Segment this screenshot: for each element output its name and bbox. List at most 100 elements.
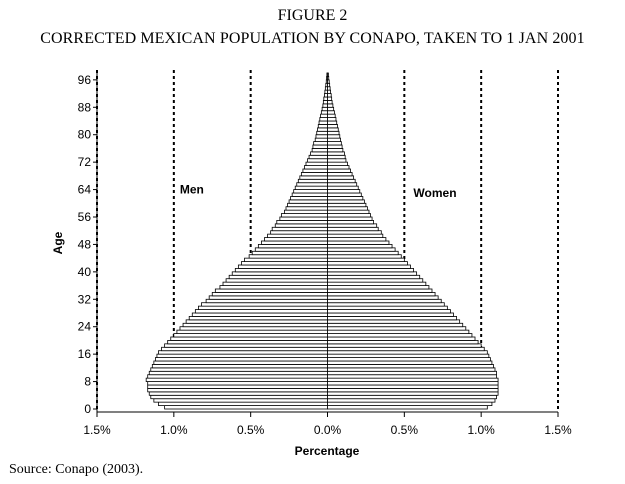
y-tick-label: 24 xyxy=(78,320,92,334)
bar-women xyxy=(327,230,382,235)
bar-women xyxy=(327,175,355,180)
bar-men xyxy=(198,305,328,310)
x-tick-label: 0.5% xyxy=(391,423,419,437)
bar-women xyxy=(327,86,331,91)
bar-men xyxy=(161,346,328,352)
bar-men xyxy=(318,120,328,125)
x-tick-label: 0.0% xyxy=(314,423,342,437)
bar-women xyxy=(327,333,473,338)
bar-women xyxy=(327,360,493,365)
bar-men xyxy=(322,100,328,105)
bar-men xyxy=(158,350,328,355)
bar-men xyxy=(264,237,328,242)
bar-women xyxy=(327,336,476,341)
bar-women xyxy=(327,96,333,101)
bar-women xyxy=(327,322,464,328)
bar-women xyxy=(327,326,467,331)
bar-women xyxy=(327,261,408,266)
bar-men xyxy=(320,113,328,118)
y-tick-labels: 0 8 16 24 32 40 48 56 64 72 80 88 96 xyxy=(78,73,97,416)
bar-men xyxy=(323,96,328,101)
bar-women xyxy=(327,298,442,304)
bar-women xyxy=(327,288,433,293)
bar-men xyxy=(231,271,328,276)
bar-women xyxy=(327,213,371,218)
bar-women xyxy=(327,93,332,98)
bar-men xyxy=(320,110,328,115)
bar-men xyxy=(148,391,328,396)
bar-men xyxy=(158,401,328,406)
bar-women xyxy=(327,312,454,317)
bar-women xyxy=(327,302,445,307)
x-tick-label: 1.0% xyxy=(160,423,188,437)
bar-men xyxy=(294,185,328,190)
bar-men xyxy=(179,326,328,331)
bar-men xyxy=(290,196,328,201)
bar-women xyxy=(327,285,430,290)
bar-women xyxy=(327,165,350,170)
bar-men xyxy=(164,405,328,410)
bar-men xyxy=(296,182,328,187)
bar-women xyxy=(327,271,418,276)
figure-number: FIGURE 2 xyxy=(277,7,348,24)
figure-title: CORRECTED MEXICAN POPULATION BY CONAPO, … xyxy=(40,30,585,47)
bar-men xyxy=(211,292,328,297)
y-tick-label: 88 xyxy=(78,100,92,114)
bar-men xyxy=(300,172,328,177)
bar-women xyxy=(327,278,424,283)
bar-men xyxy=(279,216,328,221)
bar-women xyxy=(327,346,485,352)
bar-women xyxy=(327,398,496,403)
bars xyxy=(145,72,499,410)
bar-men xyxy=(244,257,328,262)
bar-women xyxy=(327,189,361,194)
bar-women xyxy=(327,254,402,259)
bar-women xyxy=(327,316,457,321)
bar-women xyxy=(327,130,340,136)
bar-men xyxy=(145,377,328,382)
annotations: Men Women xyxy=(180,183,457,200)
bar-women xyxy=(327,329,470,334)
bar-men xyxy=(310,151,328,156)
bar-women xyxy=(327,106,335,112)
bar-men xyxy=(254,247,328,252)
bar-men xyxy=(147,381,328,386)
bar-men xyxy=(299,175,328,180)
bar-women xyxy=(327,384,499,389)
bar-women xyxy=(327,192,362,197)
bar-women xyxy=(327,158,347,163)
bar-women xyxy=(327,82,331,88)
bar-men xyxy=(228,274,328,280)
bar-men xyxy=(324,93,328,98)
bar-women xyxy=(327,76,330,81)
bar-men xyxy=(312,144,328,149)
bar-women xyxy=(327,172,353,177)
bar-men xyxy=(305,161,328,166)
bar-men xyxy=(302,168,328,173)
bar-women xyxy=(327,391,499,396)
bar-women xyxy=(327,103,334,108)
bar-men xyxy=(297,178,328,184)
bar-men xyxy=(267,233,328,238)
bar-women xyxy=(327,148,344,153)
bar-women xyxy=(327,120,338,125)
bar-women xyxy=(327,274,421,280)
bar-women xyxy=(327,364,494,369)
bar-men xyxy=(208,295,328,300)
bar-men xyxy=(153,398,328,403)
bar-men xyxy=(150,394,328,400)
bar-women xyxy=(327,305,448,310)
bar-women xyxy=(327,100,333,105)
bar-women xyxy=(327,319,461,324)
bar-women xyxy=(327,381,499,386)
bar-women xyxy=(327,79,330,84)
bar-women xyxy=(327,216,373,221)
y-axis-label: Age xyxy=(51,231,65,254)
bar-men xyxy=(176,329,328,334)
bar-men xyxy=(311,148,328,153)
bar-men xyxy=(280,213,328,218)
bar-women xyxy=(327,281,427,286)
bar-women xyxy=(327,209,370,214)
bar-women xyxy=(327,309,451,314)
bar-women xyxy=(327,244,393,249)
